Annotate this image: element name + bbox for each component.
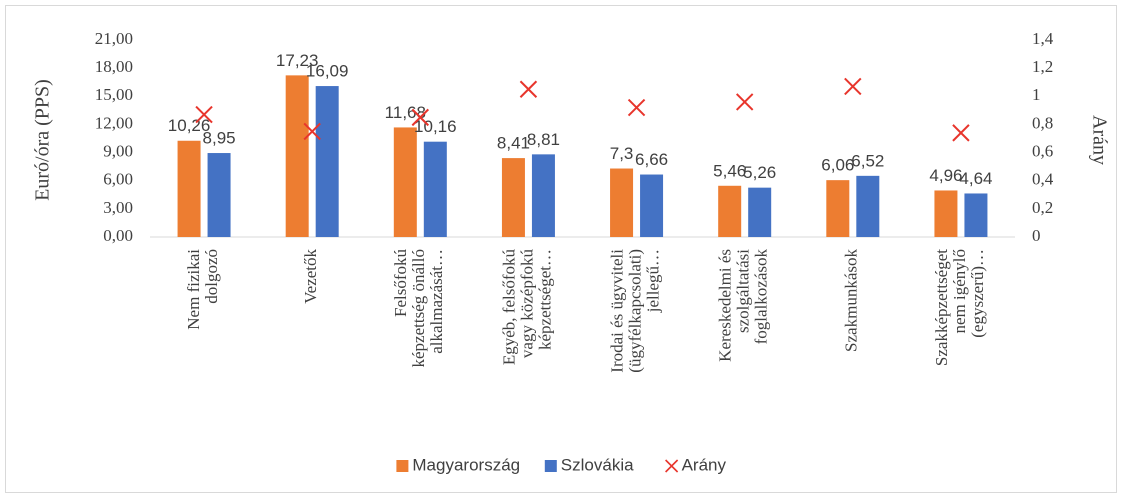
x-tick-label: Szakképzettséget xyxy=(932,249,951,366)
x-tick-label: Vezetők xyxy=(301,249,320,304)
data-label: 6,66 xyxy=(635,150,668,169)
bar xyxy=(423,141,447,237)
data-label: 8,95 xyxy=(203,129,236,148)
bar xyxy=(718,185,742,237)
x-tick-label: Felsőfokú xyxy=(391,249,410,318)
data-label: 16,09 xyxy=(306,62,349,81)
x-tick-label: Kereskedelmi és xyxy=(716,249,735,362)
y-tick-label: 21,00 xyxy=(95,29,133,48)
y-tick-label: 0,00 xyxy=(103,226,133,245)
data-label: 11,68 xyxy=(385,103,426,122)
x-tick-label: vagy középfokú xyxy=(517,249,536,359)
y2-tick-label: 0,6 xyxy=(1032,141,1053,160)
y2-tick-label: 1 xyxy=(1032,85,1041,104)
x-tick-label: Egyéb, felsőfokú xyxy=(499,249,518,366)
x-tick-label: nem igénylő xyxy=(950,249,969,334)
data-label: 5,46 xyxy=(713,161,746,180)
marker xyxy=(844,77,862,96)
data-label: 8,81 xyxy=(527,130,560,149)
y2-tick-label: 1,4 xyxy=(1032,29,1054,48)
bar xyxy=(501,158,525,237)
legend-swatch xyxy=(544,460,557,472)
bar xyxy=(285,75,309,238)
data-label: 10,16 xyxy=(414,117,457,136)
bar xyxy=(934,190,958,237)
data-label: 17,23 xyxy=(276,51,319,70)
legend-label: Magyarország xyxy=(412,455,520,474)
legend-swatch xyxy=(665,459,679,473)
data-label: 5,26 xyxy=(743,163,776,182)
marker xyxy=(735,93,754,111)
y2-axis-title: Arány xyxy=(1088,115,1110,165)
bar xyxy=(610,168,634,237)
data-label: 7,3 xyxy=(610,144,634,163)
y2-tick-label: 0,8 xyxy=(1032,113,1053,132)
marker xyxy=(303,122,321,141)
legend-swatch xyxy=(396,460,409,472)
legend-label: Szlovákia xyxy=(561,455,634,474)
x-tick-label: Irodai és ügyviteli xyxy=(607,249,626,373)
x-tick-label: (egyszerű)… xyxy=(968,249,987,338)
chart-border xyxy=(5,5,1117,493)
y-tick-label: 15,00 xyxy=(95,85,133,104)
data-label: 4,64 xyxy=(959,169,992,188)
x-tick-label: Nem fizikai xyxy=(184,249,203,330)
bar xyxy=(207,153,231,237)
bar xyxy=(531,154,555,237)
data-label: 10,26 xyxy=(168,116,211,135)
x-tick-label: alkalmazását… xyxy=(427,249,446,354)
bar xyxy=(826,180,850,237)
marker xyxy=(195,105,213,124)
data-label: 4,96 xyxy=(929,166,962,185)
y2-tick-label: 0,2 xyxy=(1032,198,1053,217)
data-label: 8,41 xyxy=(497,134,530,153)
y-axis-title: Euró/óra (PPS) xyxy=(32,79,54,201)
bar xyxy=(177,140,201,237)
x-tick-label: dolgozó xyxy=(202,249,221,304)
x-tick-label: jellegű… xyxy=(643,249,662,313)
y2-tick-label: 1,2 xyxy=(1032,57,1053,76)
marker xyxy=(627,98,646,117)
y-tick-label: 6,00 xyxy=(103,170,133,189)
marker xyxy=(411,108,430,127)
x-tick-label: képzettség önálló xyxy=(409,249,428,368)
data-label: 6,52 xyxy=(851,151,884,170)
y-tick-label: 18,00 xyxy=(95,57,133,76)
y2-tick-label: 0 xyxy=(1032,226,1041,245)
x-tick-label: foglalkozások xyxy=(752,249,771,345)
y-tick-label: 12,00 xyxy=(95,113,133,132)
x-tick-label: szolgáltatási xyxy=(734,249,753,333)
marker xyxy=(952,124,970,142)
y2-tick-label: 0,4 xyxy=(1032,170,1054,189)
marker xyxy=(519,80,538,98)
bar xyxy=(964,193,988,237)
bar xyxy=(856,175,880,237)
y-tick-label: 3,00 xyxy=(103,198,133,217)
x-tick-label: Szakmunkások xyxy=(842,249,861,352)
legend-label: Arány xyxy=(682,455,727,474)
x-tick-label: képzettséget… xyxy=(535,249,554,350)
bar xyxy=(748,187,772,237)
bar xyxy=(393,127,417,237)
x-tick-label: (ügyfélkapcsolati) xyxy=(625,249,644,373)
bar xyxy=(315,86,339,237)
y-tick-label: 9,00 xyxy=(103,141,133,160)
bar xyxy=(640,174,664,237)
data-label: 6,06 xyxy=(821,156,854,175)
